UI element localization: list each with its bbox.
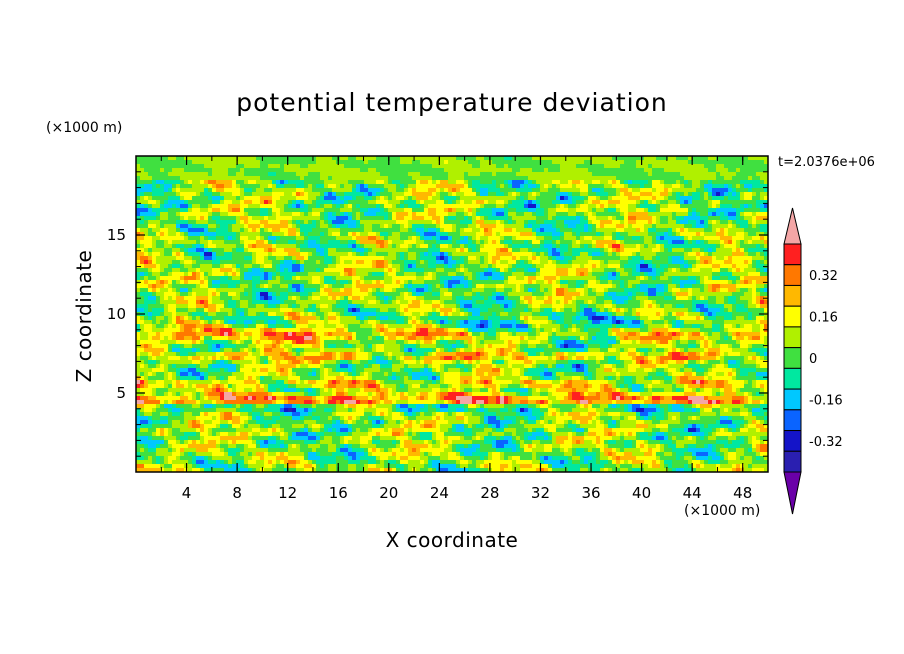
y-tick-label: 5 — [116, 384, 126, 402]
x-tick-label: 16 — [329, 484, 348, 502]
colorbar-label: -0.32 — [809, 435, 843, 450]
y-tick-label: 15 — [107, 226, 126, 244]
colorbar-segment — [783, 326, 802, 349]
y-axis-label: Z coordinate — [72, 249, 96, 383]
colorbar-segment — [783, 430, 802, 452]
y-axis-unit: (×1000 m) — [46, 120, 123, 136]
colorbar-label: 0 — [809, 352, 817, 367]
x-tick-label: 40 — [632, 484, 651, 502]
colorbar-segment — [783, 450, 802, 473]
x-tick-label: 44 — [683, 484, 702, 502]
colorbar-segment — [783, 243, 802, 266]
chart-title: potential temperature deviation — [236, 88, 668, 117]
contour-field — [136, 156, 768, 472]
colorbar-segment — [783, 305, 802, 328]
colorbar: 0.32 0.16 0 -0.16 -0.32 — [783, 207, 843, 515]
y-tick-label: 10 — [107, 305, 126, 323]
x-tick-label: 8 — [232, 484, 242, 502]
x-tick-label: 20 — [379, 484, 398, 502]
x-tick-label: 4 — [182, 484, 192, 502]
colorbar-label: -0.16 — [809, 393, 843, 408]
x-axis-label: X coordinate — [385, 528, 519, 552]
colorbar-segment — [783, 284, 802, 307]
colorbar-label: 0.32 — [809, 269, 838, 284]
colorbar-segment — [783, 367, 802, 390]
x-tick-label: 24 — [430, 484, 449, 502]
colorbar-extend-bottom — [783, 471, 802, 515]
colorbar-extend-top — [783, 207, 802, 245]
colorbar-label: 0.16 — [809, 311, 838, 326]
colorbar-segment — [783, 347, 802, 369]
timestamp-label: t=2.0376e+06 — [778, 155, 875, 170]
colorbar-segment — [783, 388, 802, 411]
x-tick-label: 12 — [278, 484, 297, 502]
x-axis-unit: (×1000 m) — [684, 503, 761, 519]
x-tick-label: 28 — [480, 484, 499, 502]
x-tick-label: 48 — [733, 484, 752, 502]
colorbar-segment — [783, 409, 802, 432]
x-tick-label: 32 — [531, 484, 550, 502]
colorbar-segment — [783, 264, 802, 286]
x-tick-label: 36 — [581, 484, 600, 502]
